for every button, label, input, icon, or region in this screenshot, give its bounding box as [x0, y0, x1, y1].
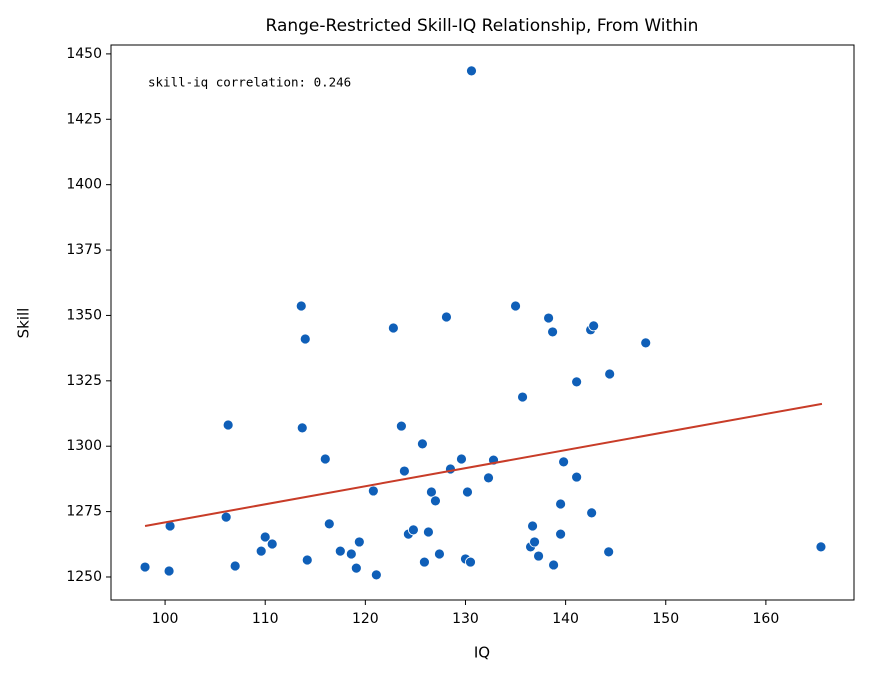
plot-frame [110, 44, 855, 601]
y-tick-label: 1300 [66, 438, 102, 454]
point [387, 322, 399, 334]
point [259, 531, 271, 543]
point [367, 485, 379, 497]
point [299, 333, 311, 345]
x-tick-label: 140 [552, 611, 579, 627]
point [334, 545, 346, 557]
point [229, 560, 241, 572]
point [423, 526, 434, 538]
point [319, 453, 331, 465]
point [323, 518, 335, 530]
x-tick-label: 160 [753, 611, 780, 627]
point [586, 507, 598, 519]
y-tick-label: 1450 [66, 46, 102, 62]
point [398, 465, 410, 477]
y-tick-label: 1425 [66, 111, 102, 127]
point [462, 486, 473, 498]
point [295, 300, 307, 312]
point [434, 548, 445, 560]
y-tick-label: 1350 [66, 307, 102, 323]
x-tick-label: 130 [452, 611, 479, 627]
point [483, 472, 494, 484]
point [527, 520, 538, 532]
point [640, 337, 652, 349]
point [604, 368, 616, 380]
point [296, 422, 308, 434]
point [510, 300, 521, 312]
point [139, 561, 151, 573]
point [301, 554, 313, 566]
x-tick-label: 120 [352, 611, 379, 627]
point [456, 453, 467, 465]
x-axis-label: IQ [474, 644, 490, 662]
point [353, 536, 365, 548]
annotation: skill-iq correlation: 0.246 [148, 75, 351, 90]
point [548, 559, 559, 571]
point [345, 548, 357, 560]
point [266, 538, 278, 550]
point [555, 528, 567, 540]
point [350, 562, 362, 574]
point [465, 556, 476, 568]
x-tick-label: 150 [652, 611, 679, 627]
point [571, 376, 583, 388]
x-tick-label: 100 [152, 611, 179, 627]
point [571, 471, 583, 483]
point [222, 419, 234, 431]
point [603, 546, 615, 558]
y-tick-label: 1325 [66, 373, 102, 389]
chart-title: Range-Restricted Skill-IQ Relationship, … [266, 16, 699, 36]
point [533, 550, 544, 562]
point [815, 541, 827, 553]
point [395, 420, 407, 432]
point [430, 495, 441, 507]
point [547, 326, 558, 338]
point [555, 498, 567, 510]
y-axis-label: Skill [15, 308, 33, 339]
point [426, 486, 437, 498]
point [441, 311, 452, 323]
y-tick-label: 1375 [66, 242, 102, 258]
point [517, 391, 528, 403]
point [417, 438, 428, 450]
x-tick-label: 110 [252, 611, 279, 627]
point [370, 569, 382, 581]
point [419, 556, 430, 568]
y-tick-label: 1250 [66, 569, 102, 585]
point [466, 65, 477, 77]
point [163, 565, 175, 577]
point [220, 511, 232, 523]
point [408, 524, 419, 536]
point [543, 312, 554, 324]
point [529, 536, 540, 548]
point [255, 545, 267, 557]
point [588, 320, 600, 332]
y-tick-label: 1275 [66, 504, 102, 520]
point [558, 456, 570, 468]
y-tick-label: 1400 [66, 177, 102, 193]
regression-line [144, 402, 823, 527]
